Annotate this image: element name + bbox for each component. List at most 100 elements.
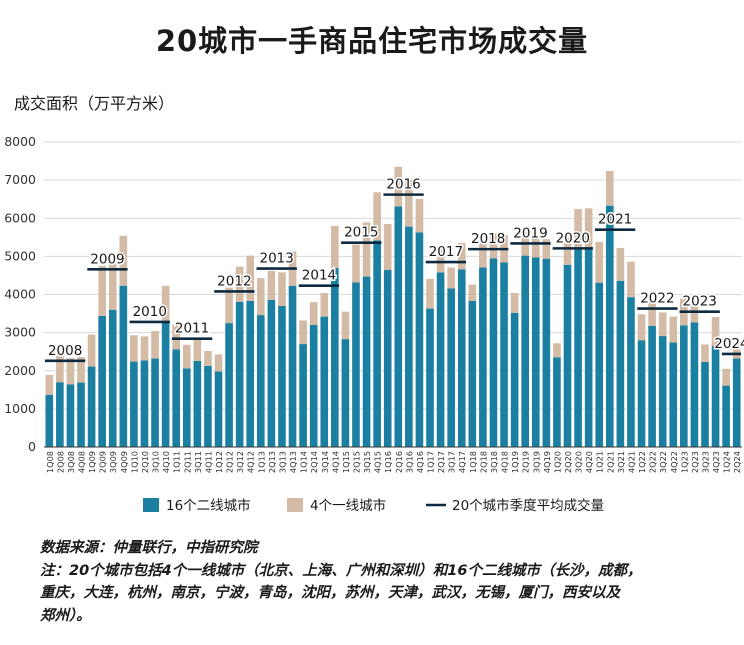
bar-first-tier-3Q16 bbox=[405, 180, 413, 227]
x-tick-label-4Q16: 4Q16 bbox=[415, 451, 425, 473]
bar-second-tier-3Q20 bbox=[574, 247, 582, 447]
year-label-2016: 2016 bbox=[386, 177, 420, 193]
bar-first-tier-3Q15 bbox=[362, 222, 371, 277]
x-tick-label-4Q19: 4Q19 bbox=[542, 451, 552, 473]
bar-second-tier-2Q14 bbox=[309, 325, 318, 447]
bar-second-tier-2Q18 bbox=[479, 267, 487, 447]
year-label-2009: 2009 bbox=[90, 251, 124, 267]
bar-second-tier-2Q19 bbox=[521, 255, 530, 447]
bar-first-tier-4Q16 bbox=[415, 198, 424, 233]
bar-second-tier-4Q11 bbox=[204, 365, 212, 447]
bar-first-tier-3Q20 bbox=[574, 209, 582, 248]
bar-first-tier-1Q11 bbox=[172, 324, 181, 350]
bar-second-tier-1Q10 bbox=[130, 361, 138, 447]
y-tick-label-7000: 7000 bbox=[4, 172, 36, 187]
bar-first-tier-2Q09 bbox=[98, 265, 106, 316]
bar-second-tier-1Q17 bbox=[426, 308, 434, 447]
x-tick-label-2Q13: 2Q13 bbox=[267, 451, 277, 473]
bar-second-tier-3Q14 bbox=[320, 316, 329, 447]
bar-second-tier-3Q23 bbox=[701, 361, 709, 447]
bar-first-tier-1Q15 bbox=[341, 311, 350, 340]
bar-second-tier-4Q18 bbox=[500, 262, 508, 447]
year-label-2022: 2022 bbox=[640, 291, 674, 307]
bar-first-tier-1Q12 bbox=[214, 354, 223, 372]
x-tick-label-3Q16: 3Q16 bbox=[404, 451, 414, 473]
bar-second-tier-4Q12 bbox=[246, 300, 255, 447]
x-tick-label-1Q17: 1Q17 bbox=[426, 451, 436, 473]
bar-second-tier-1Q12 bbox=[214, 371, 223, 447]
bar-second-tier-3Q10 bbox=[151, 358, 159, 447]
x-tick-label-1Q18: 1Q18 bbox=[468, 451, 478, 473]
x-tick-label-3Q10: 3Q10 bbox=[151, 451, 161, 473]
bar-first-tier-2Q24 bbox=[732, 343, 741, 359]
year-label-2021: 2021 bbox=[598, 212, 632, 228]
x-tick-label-1Q22: 1Q22 bbox=[637, 451, 647, 473]
bar-second-tier-1Q22 bbox=[637, 340, 646, 447]
bar-second-tier-1Q13 bbox=[256, 315, 265, 447]
x-tick-label-4Q23: 4Q23 bbox=[711, 451, 721, 473]
bar-first-tier-4Q10 bbox=[161, 285, 170, 322]
year-label-2008: 2008 bbox=[48, 343, 82, 359]
year-label-2010: 2010 bbox=[133, 304, 167, 320]
bar-first-tier-3Q08 bbox=[66, 358, 75, 385]
bar-first-tier-3Q18 bbox=[489, 233, 498, 259]
x-tick-label-2Q18: 2Q18 bbox=[478, 451, 488, 473]
bar-first-tier-2Q18 bbox=[479, 239, 487, 268]
bar-second-tier-1Q23 bbox=[680, 325, 688, 447]
bar-second-tier-2Q24 bbox=[732, 358, 741, 447]
bar-first-tier-1Q19 bbox=[510, 292, 519, 313]
bar-first-tier-2Q16 bbox=[394, 166, 403, 207]
stacked-bar-chart: 成交面积（万平方米） 0 1000 2000 3000 4000 5000 6000 7000… bbox=[4, 94, 744, 514]
bar-second-tier-4Q22 bbox=[669, 342, 678, 447]
bar-first-tier-2Q21 bbox=[605, 170, 614, 206]
bar-first-tier-3Q12 bbox=[235, 266, 244, 302]
bar-second-tier-4Q13 bbox=[288, 285, 297, 447]
bar-first-tier-4Q12 bbox=[246, 255, 255, 301]
legend-swatch-first-tier bbox=[287, 498, 303, 512]
year-label-2014: 2014 bbox=[302, 268, 336, 284]
bar-first-tier-2Q08 bbox=[56, 352, 64, 383]
bar-first-tier-4Q22 bbox=[669, 316, 678, 343]
year-label-2011: 2011 bbox=[175, 321, 209, 337]
bar-first-tier-3Q14 bbox=[320, 292, 329, 317]
bar-second-tier-2Q21 bbox=[605, 205, 614, 447]
x-tick-label-3Q13: 3Q13 bbox=[277, 451, 287, 473]
cities-note-line-1: 注：20个城市包括4个一线城市（北京、上海、广州和深圳）和16个二线城市（长沙，… bbox=[40, 562, 642, 579]
bar-first-tier-4Q09 bbox=[119, 235, 128, 286]
bar-first-tier-3Q10 bbox=[151, 331, 159, 359]
bar-first-tier-3Q09 bbox=[108, 260, 117, 310]
x-tick-label-2Q21: 2Q21 bbox=[605, 451, 615, 473]
x-tick-label-2Q15: 2Q15 bbox=[351, 451, 361, 473]
year-label-2013: 2013 bbox=[259, 251, 293, 267]
bar-first-tier-4Q14 bbox=[331, 225, 339, 268]
bar-first-tier-1Q14 bbox=[299, 320, 307, 345]
bar-first-tier-4Q19 bbox=[542, 239, 551, 259]
bar-first-tier-1Q24 bbox=[722, 368, 730, 386]
x-tick-label-1Q12: 1Q12 bbox=[214, 451, 224, 473]
y-tick-label-0: 0 bbox=[28, 439, 36, 454]
year-label-2024: 2024 bbox=[714, 336, 744, 352]
x-tick-label-1Q20: 1Q20 bbox=[552, 451, 562, 473]
x-tick-label-3Q21: 3Q21 bbox=[616, 451, 626, 473]
bar-first-tier-4Q23 bbox=[711, 316, 720, 346]
x-tick-label-1Q11: 1Q11 bbox=[172, 451, 182, 473]
bar-first-tier-3Q13 bbox=[278, 272, 286, 306]
x-tick-label-3Q14: 3Q14 bbox=[320, 451, 330, 473]
x-tick-label-3Q19: 3Q19 bbox=[531, 451, 541, 473]
x-tick-label-1Q13: 1Q13 bbox=[256, 451, 266, 473]
bar-second-tier-3Q13 bbox=[278, 305, 286, 447]
bar-first-tier-2Q20 bbox=[563, 237, 572, 265]
bar-second-tier-3Q11 bbox=[193, 360, 202, 447]
x-tick-label-4Q09: 4Q09 bbox=[119, 451, 129, 473]
bar-first-tier-2Q14 bbox=[309, 302, 318, 325]
y-tick-label-1000: 1000 bbox=[4, 401, 36, 416]
bar-second-tier-1Q16 bbox=[383, 269, 392, 447]
bar-second-tier-1Q08 bbox=[45, 394, 54, 447]
bar-first-tier-4Q20 bbox=[584, 208, 593, 249]
bar-second-tier-1Q15 bbox=[341, 339, 350, 447]
bar-first-tier-2Q15 bbox=[352, 244, 360, 283]
legend-label-second-tier: 16个二线城市 bbox=[166, 497, 251, 514]
bar-second-tier-4Q17 bbox=[457, 269, 466, 447]
bar-first-tier-3Q21 bbox=[616, 247, 625, 281]
bar-first-tier-3Q23 bbox=[701, 344, 709, 362]
